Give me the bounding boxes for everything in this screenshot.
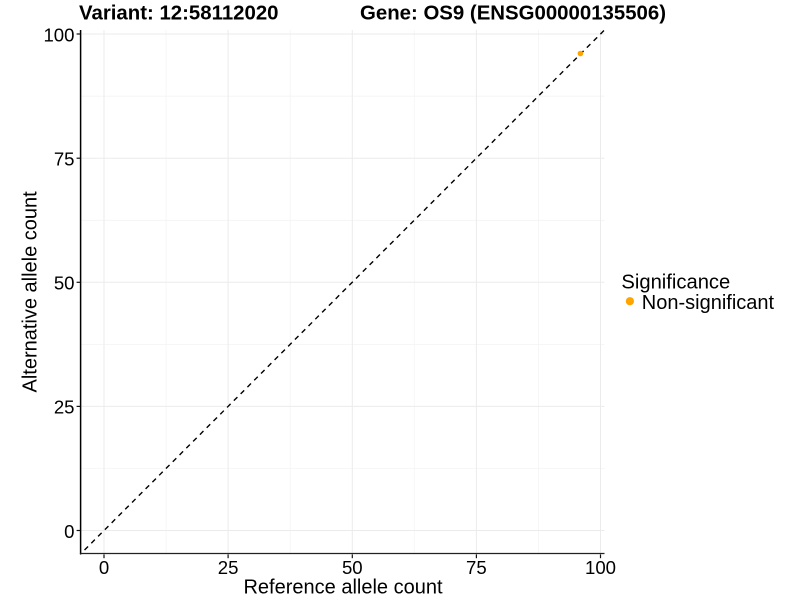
svg-text:75: 75 [54, 149, 75, 170]
svg-text:50: 50 [54, 273, 75, 294]
svg-text:Significance: Significance [621, 272, 730, 294]
svg-text:100: 100 [43, 24, 74, 45]
svg-text:Gene: OS9 (ENSG00000135506): Gene: OS9 (ENSG00000135506) [360, 3, 666, 25]
svg-text:Reference allele count: Reference allele count [243, 577, 442, 599]
svg-text:100: 100 [585, 557, 616, 578]
svg-text:Variant: 12:58112020: Variant: 12:58112020 [79, 3, 279, 25]
svg-text:0: 0 [99, 557, 109, 578]
svg-text:Non-significant: Non-significant [642, 292, 775, 314]
svg-text:25: 25 [218, 557, 239, 578]
svg-text:25: 25 [54, 397, 75, 418]
svg-text:0: 0 [64, 521, 74, 542]
svg-text:Alternative allele count: Alternative allele count [19, 191, 41, 393]
svg-text:50: 50 [342, 557, 363, 578]
svg-text:75: 75 [466, 557, 487, 578]
